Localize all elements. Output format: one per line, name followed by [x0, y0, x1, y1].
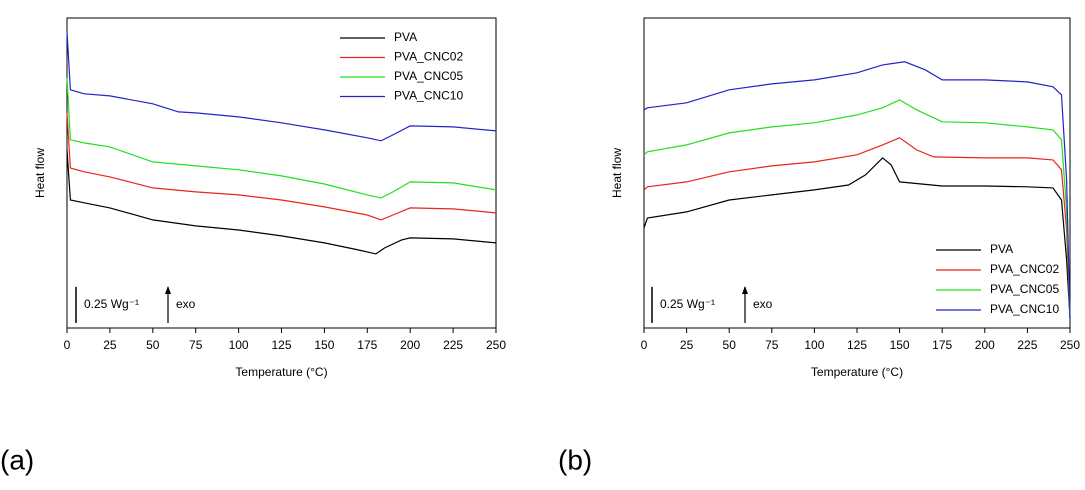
y-axis-label: Heat flow — [610, 148, 624, 198]
y-axis-label: Heat flow — [33, 148, 47, 198]
data-line — [66, 31, 497, 142]
legend-label: PVA — [990, 242, 1013, 256]
exo-label: exo — [176, 297, 196, 311]
x-tick-label: 75 — [765, 338, 779, 352]
exo-arrowhead — [742, 285, 748, 294]
data-line — [643, 157, 1071, 319]
x-axis-label: Temperature (°C) — [235, 365, 327, 379]
data-line — [66, 149, 497, 255]
legend-label: PVA_CNC10 — [394, 89, 463, 103]
x-tick-label: 50 — [723, 338, 737, 352]
x-tick-label: 0 — [64, 338, 71, 352]
data-line — [643, 99, 1071, 319]
x-tick-label: 100 — [804, 338, 824, 352]
x-tick-label: 75 — [189, 338, 203, 352]
x-tick-label: 25 — [680, 338, 694, 352]
x-tick-label: 100 — [229, 338, 249, 352]
x-tick-label: 175 — [357, 338, 377, 352]
x-axis-label: Temperature (°C) — [811, 365, 903, 379]
legend-label: PVA_CNC02 — [394, 50, 463, 64]
panel-label: (b) — [558, 444, 592, 475]
x-tick-label: 225 — [1017, 338, 1037, 352]
scale-bar-label: 0.25 Wg⁻¹ — [660, 297, 715, 311]
x-tick-label: 150 — [314, 338, 334, 352]
legend-label: PVA_CNC05 — [990, 282, 1059, 296]
x-tick-label: 200 — [400, 338, 420, 352]
x-tick-label: 0 — [641, 338, 648, 352]
x-tick-label: 150 — [890, 338, 910, 352]
data-line — [643, 61, 1071, 319]
legend-label: PVA_CNC10 — [990, 302, 1059, 316]
legend-label: PVA — [394, 30, 417, 44]
data-line — [643, 137, 1071, 319]
x-tick-label: 25 — [103, 338, 117, 352]
panel-label: (a) — [0, 444, 34, 475]
legend-label: PVA_CNC05 — [394, 69, 463, 83]
scale-bar-label: 0.25 Wg⁻¹ — [84, 297, 139, 311]
x-tick-label: 200 — [975, 338, 995, 352]
legend-label: PVA_CNC02 — [990, 262, 1059, 276]
exo-label: exo — [753, 297, 773, 311]
x-tick-label: 50 — [146, 338, 160, 352]
data-line — [66, 77, 497, 199]
x-tick-label: 250 — [1060, 338, 1080, 352]
x-tick-label: 175 — [932, 338, 952, 352]
x-tick-label: 225 — [443, 338, 463, 352]
exo-arrowhead — [165, 285, 171, 294]
plot-frame — [66, 17, 497, 329]
x-tick-label: 125 — [847, 338, 867, 352]
x-tick-label: 125 — [271, 338, 291, 352]
x-tick-label: 250 — [486, 338, 506, 352]
data-line — [66, 112, 497, 221]
